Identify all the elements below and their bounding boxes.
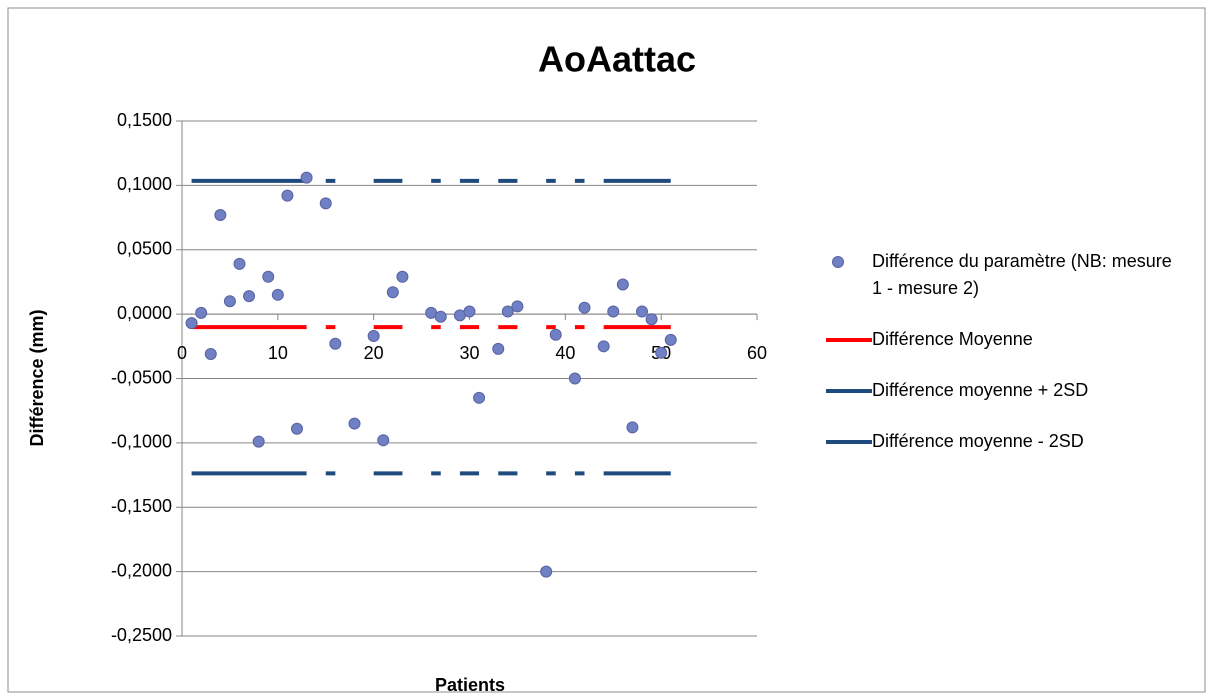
data-point	[195, 306, 208, 319]
data-point	[549, 328, 562, 341]
legend-item: Différence moyenne + 2SD	[826, 377, 1186, 404]
data-point	[214, 208, 227, 221]
y-tick-label: -0,2000	[111, 560, 172, 580]
y-tick-label: 0,0000	[117, 303, 172, 323]
data-point	[645, 313, 658, 326]
data-point	[233, 257, 246, 270]
data-point	[367, 330, 380, 343]
y-tick-label: -0,2500	[111, 625, 172, 645]
y-tick-label: 0,0500	[117, 239, 172, 259]
data-point	[597, 340, 610, 353]
data-point	[578, 301, 591, 314]
legend-marker	[832, 256, 844, 268]
data-point	[223, 295, 236, 308]
legend-swatch	[832, 256, 844, 268]
data-point	[540, 565, 553, 578]
x-tick-label: 20	[364, 343, 384, 363]
x-tick-label: 40	[555, 343, 575, 363]
data-point	[636, 305, 648, 318]
data-point	[511, 300, 524, 313]
data-point	[252, 435, 265, 448]
data-point	[463, 305, 476, 318]
x-axis-label: Patients	[435, 675, 505, 695]
legend-label: Différence Moyenne	[872, 329, 1033, 349]
y-tick-label: 0,1500	[117, 110, 172, 130]
data-point	[626, 421, 639, 434]
legend-label: Différence moyenne - 2SD	[872, 431, 1084, 451]
data-point	[262, 270, 275, 283]
data-point	[501, 305, 514, 318]
legend-item: Différence moyenne - 2SD	[826, 428, 1186, 455]
legend-swatch	[826, 338, 872, 342]
data-point	[434, 310, 447, 323]
data-point	[319, 197, 332, 210]
data-point	[492, 342, 505, 355]
data-point	[300, 171, 313, 184]
x-tick-label: 10	[268, 343, 288, 363]
x-tick-label: 0	[177, 343, 187, 363]
data-point	[204, 348, 217, 361]
data-point	[281, 189, 294, 202]
x-tick-label: 60	[747, 343, 767, 363]
y-tick-label: 0,1000	[117, 174, 172, 194]
data-point	[664, 333, 677, 346]
data-point	[291, 422, 303, 435]
chart-title: AoAattac	[538, 39, 696, 80]
data-point	[386, 286, 399, 299]
y-axis-label: Différence (mm)	[27, 309, 47, 446]
legend: Différence du paramètre (NB: mesure 1 - …	[826, 248, 1186, 479]
data-point	[655, 346, 668, 359]
legend-swatch	[826, 389, 872, 393]
y-tick-label: -0,1000	[111, 432, 172, 452]
legend-label: Différence moyenne + 2SD	[872, 380, 1089, 400]
data-point	[396, 270, 409, 283]
legend-item: Différence Moyenne	[826, 326, 1186, 353]
data-point	[473, 391, 486, 404]
data-point	[329, 337, 342, 350]
y-tick-label: -0,1500	[111, 496, 172, 516]
data-point	[616, 278, 629, 291]
data-point	[348, 417, 361, 430]
x-tick-label: 30	[459, 343, 479, 363]
data-point	[185, 317, 198, 330]
data-point	[271, 288, 284, 301]
data-point	[243, 290, 256, 303]
legend-item: Différence du paramètre (NB: mesure 1 - …	[826, 248, 1186, 302]
legend-swatch	[826, 440, 872, 444]
data-point	[568, 372, 581, 385]
data-point	[607, 305, 620, 318]
y-tick-label: -0,0500	[111, 367, 172, 387]
data-point	[377, 434, 390, 447]
legend-label: Différence du paramètre (NB: mesure 1 - …	[872, 251, 1172, 298]
